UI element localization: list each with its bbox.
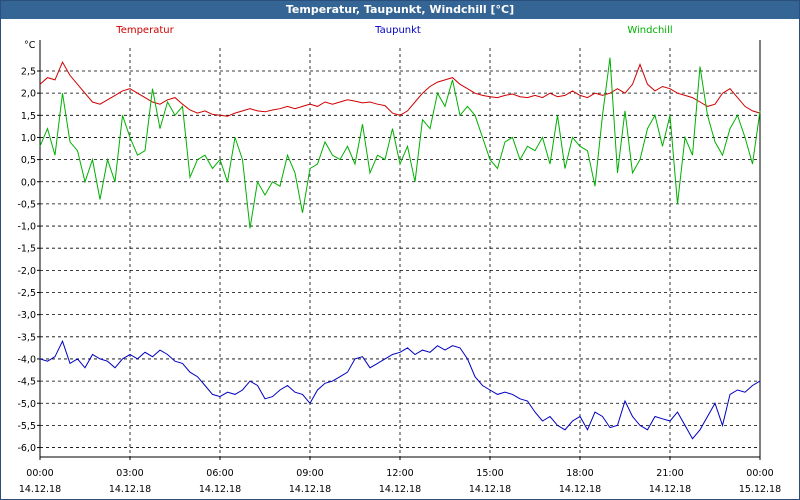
y-tick-label: -2,5	[17, 288, 36, 299]
x-tick-date-label: 14.12.18	[19, 484, 61, 495]
x-tick-time-label: 18:00	[566, 468, 593, 479]
y-tick-label: -6,0	[17, 443, 36, 454]
y-tick-label: 0,0	[21, 177, 36, 188]
x-tick-date-label: 14.12.18	[289, 484, 331, 495]
y-tick-label: 1,0	[21, 133, 36, 144]
series-line-windchill	[39, 57, 761, 229]
y-tick-label: 2,5	[21, 67, 36, 78]
series-line-taupunkt	[39, 339, 761, 440]
x-tick-time-label: 06:00	[206, 468, 233, 479]
y-tick-label: -4,5	[17, 377, 36, 388]
x-tick-time-label: 12:00	[386, 468, 413, 479]
x-tick-time-label: 15:00	[476, 468, 503, 479]
y-tick-label: 0,5	[21, 155, 36, 166]
legend-taupunkt: Taupunkt	[374, 25, 421, 36]
x-tick-date-label: 15.12.18	[739, 484, 781, 495]
y-tick-label: -3,5	[17, 332, 36, 343]
y-tick-label: -1,5	[17, 244, 36, 255]
x-tick-date-label: 14.12.18	[469, 484, 511, 495]
x-tick-time-label: 00:00	[746, 468, 773, 479]
x-tick-date-label: 14.12.18	[649, 484, 691, 495]
y-tick-label: -4,0	[17, 354, 36, 365]
y-tick-label: -0,5	[17, 199, 36, 210]
x-tick-date-label: 14.12.18	[199, 484, 241, 495]
x-tick-date-label: 14.12.18	[109, 484, 151, 495]
x-tick-time-label: 09:00	[296, 468, 323, 479]
y-tick-label: 2,0	[21, 89, 36, 100]
y-tick-label: -3,0	[17, 310, 36, 321]
window-title: Temperatur, Taupunkt, Windchill [°C]	[1, 1, 799, 19]
y-axis-unit-label: °C	[24, 40, 36, 51]
y-tick-label: -2,0	[17, 266, 36, 277]
x-tick-date-label: 14.12.18	[559, 484, 601, 495]
x-tick-time-label: 00:00	[26, 468, 53, 479]
y-tick-label: -5,5	[17, 421, 36, 432]
y-tick-label: 1,5	[21, 111, 36, 122]
x-tick-date-label: 14.12.18	[379, 484, 421, 495]
legend-temperatur: Temperatur	[115, 25, 174, 36]
legend-windchill: Windchill	[627, 25, 672, 36]
y-tick-label: -1,0	[17, 222, 36, 233]
series-line-temperatur	[39, 60, 761, 117]
y-tick-label: -5,0	[17, 399, 36, 410]
x-tick-time-label: 03:00	[116, 468, 143, 479]
x-tick-time-label: 21:00	[656, 468, 683, 479]
